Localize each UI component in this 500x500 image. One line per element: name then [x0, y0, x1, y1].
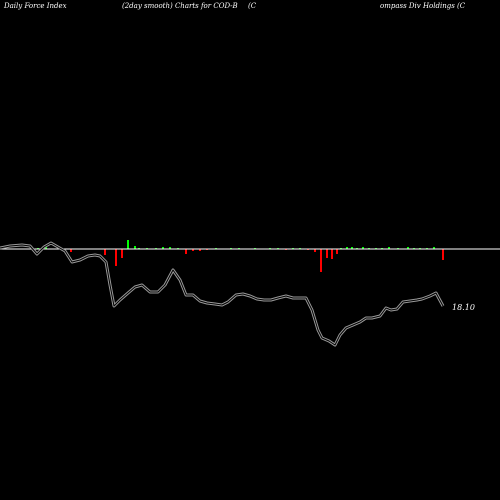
- force-index-bar: [433, 247, 435, 249]
- force-index-bar: [45, 247, 47, 249]
- force-index-bar: [162, 247, 164, 249]
- last-value-label: 18.10: [452, 303, 475, 312]
- force-index-bar: [320, 249, 322, 272]
- force-index-bar: [121, 249, 123, 258]
- force-index-bar: [134, 246, 136, 249]
- force-index-bar: [127, 240, 129, 249]
- force-index-bar: [70, 249, 72, 252]
- force-index-bar: [185, 249, 187, 254]
- price-line-group: [0, 241, 445, 347]
- force-index-bar: [104, 249, 106, 255]
- chart-title-part-4: ompass Div Holdings (C: [380, 2, 466, 10]
- force-index-bar: [314, 249, 316, 252]
- force-index-bar: [351, 247, 353, 249]
- force-index-bar: [199, 249, 201, 251]
- price-line: [0, 242, 444, 346]
- force-index-bar: [326, 249, 328, 258]
- chart-title-part-1: Daily Force Index: [3, 2, 67, 10]
- force-index-bar: [331, 249, 333, 259]
- force-index-bar: [169, 247, 171, 249]
- price-line-outline: [0, 241, 445, 347]
- force-index-bar: [115, 249, 117, 266]
- force-index-bar: [192, 249, 194, 251]
- chart-title-part-3: (C: [248, 2, 257, 10]
- force-index-bar: [442, 249, 444, 260]
- force-index-bar: [336, 249, 338, 254]
- force-index-bar: [388, 247, 390, 249]
- force-index-bar: [362, 247, 364, 249]
- force-index-bar: [346, 247, 348, 249]
- chart-title-part-2: (2day smooth) Charts for COD-B: [122, 2, 238, 10]
- force-index-bar: [407, 247, 409, 249]
